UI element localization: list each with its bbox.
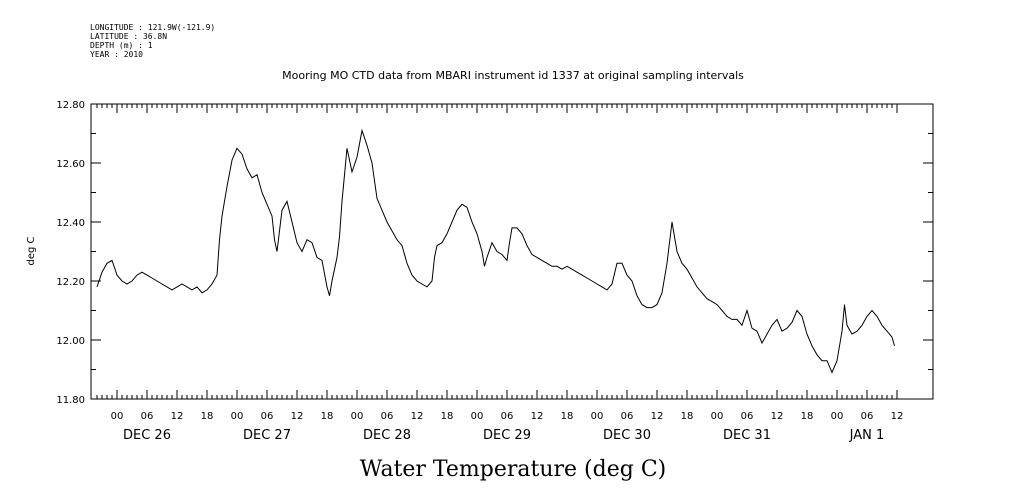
y-axis-label: deg C: [26, 236, 37, 265]
x-hour-tick-label: 06: [381, 411, 394, 422]
x-hour-tick-label: 00: [591, 411, 604, 422]
y-tick-label: 12.00: [56, 336, 85, 347]
x-hour-tick-label: 18: [321, 411, 334, 422]
x-day-label: DEC 31: [723, 428, 771, 443]
x-hour-tick-label: 12: [171, 411, 184, 422]
y-tick-label: 12.80: [56, 100, 85, 111]
x-hour-tick-label: 00: [831, 411, 844, 422]
x-day-label: DEC 29: [483, 428, 531, 443]
x-hour-tick-label: 12: [291, 411, 304, 422]
y-tick-label: 12.60: [56, 159, 85, 170]
x-hour-tick-label: 00: [711, 411, 724, 422]
x-hour-tick-label: 06: [501, 411, 514, 422]
x-hour-tick-label: 12: [891, 411, 904, 422]
axes: 11.80 12.00 12.20 12.40 12.60 12.80 00 06 12 18 00…: [56, 100, 933, 443]
y-tick-label: 12.20: [56, 277, 85, 288]
x-hour-tick-label: 00: [351, 411, 364, 422]
chart-title: Mooring MO CTD data from MBARI instrumen…: [282, 69, 744, 82]
metadata-depth: DEPTH (m) : 1: [90, 41, 153, 50]
x-day-label: DEC 30: [603, 428, 651, 443]
x-hour-tick-label: 12: [651, 411, 664, 422]
x-day-label: DEC 28: [363, 428, 411, 443]
y-tick-label: 11.80: [56, 395, 85, 406]
x-hour-tick-label: 18: [441, 411, 454, 422]
x-hour-tick-label: 18: [201, 411, 214, 422]
x-hour-tick-label: 06: [261, 411, 274, 422]
x-day-label: DEC 27: [243, 428, 291, 443]
x-hour-tick-label: 18: [681, 411, 694, 422]
y-tick-label: 12.40: [56, 218, 85, 229]
x-hour-tick-label: 00: [471, 411, 484, 422]
series-line: [96, 128, 895, 374]
x-hour-tick-label: 06: [741, 411, 754, 422]
x-hour-tick-label: 18: [561, 411, 574, 422]
x-hour-tick-label: 12: [531, 411, 544, 422]
x-hour-tick-label: 06: [861, 411, 874, 422]
metadata-block: LONGITUDE : 121.9W(-121.9) LATITUDE : 36…: [90, 23, 215, 59]
x-hour-tick-label: 00: [111, 411, 124, 422]
x-hour-tick-label: 06: [141, 411, 154, 422]
x-hour-tick-label: 18: [801, 411, 814, 422]
x-day-label: DEC 26: [123, 428, 171, 443]
x-hour-tick-label: 06: [621, 411, 634, 422]
plot-frame: [90, 103, 934, 400]
x-hour-tick-label: 00: [231, 411, 244, 422]
x-day-label: JAN 1: [849, 428, 885, 443]
x-hour-tick-label: 12: [771, 411, 784, 422]
metadata-longitude: LONGITUDE : 121.9W(-121.9): [90, 23, 215, 32]
metadata-latitude: LATITUDE : 36.8N: [90, 32, 167, 41]
x-axis-label: Water Temperature (deg C): [360, 457, 667, 482]
x-hour-tick-label: 12: [411, 411, 424, 422]
metadata-year: YEAR : 2010: [90, 50, 143, 59]
